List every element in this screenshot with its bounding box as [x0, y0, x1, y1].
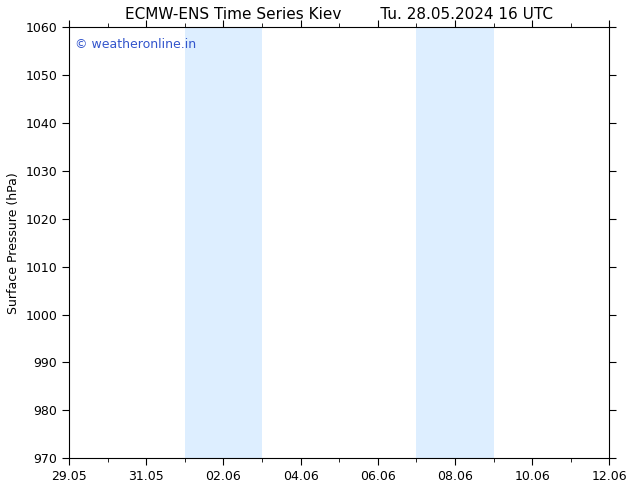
Y-axis label: Surface Pressure (hPa): Surface Pressure (hPa) — [7, 172, 20, 314]
Bar — [417, 27, 493, 458]
Bar — [185, 27, 262, 458]
Text: © weatheronline.in: © weatheronline.in — [75, 38, 196, 51]
Title: ECMW-ENS Time Series Kiev        Tu. 28.05.2024 16 UTC: ECMW-ENS Time Series Kiev Tu. 28.05.2024… — [125, 7, 553, 22]
